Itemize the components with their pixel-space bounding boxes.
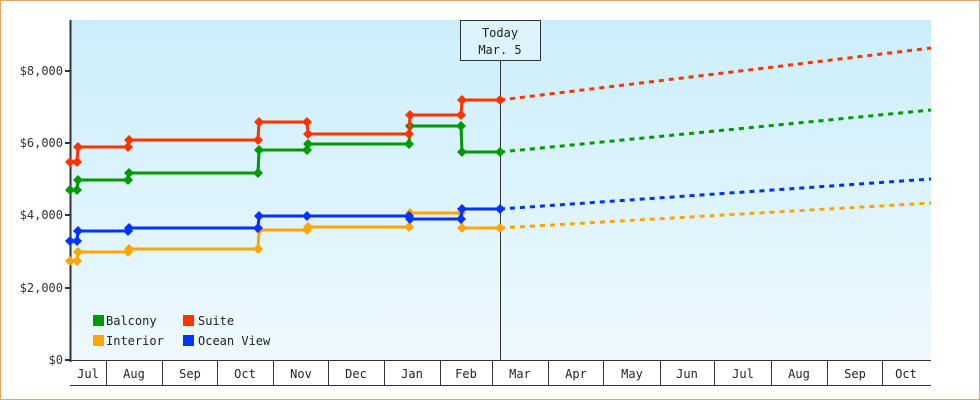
data-point[interactable] — [73, 175, 83, 185]
legend-label-interior: Interior — [106, 334, 164, 348]
data-point[interactable] — [124, 223, 134, 233]
x-tick-label: Sep — [844, 367, 866, 381]
y-tick-label: $2,000 — [20, 281, 63, 295]
legend-swatch-ocean-view — [183, 335, 194, 346]
data-point[interactable] — [254, 211, 264, 221]
x-tick-label: Jul — [77, 367, 99, 381]
forecast-line — [499, 177, 932, 211]
data-point[interactable] — [457, 204, 467, 214]
data-point[interactable] — [72, 256, 82, 266]
x-axis — [70, 360, 931, 386]
data-point[interactable] — [303, 222, 313, 232]
x-tick-label: Apr — [565, 367, 587, 381]
legend-swatch-suite — [183, 315, 194, 326]
data-point[interactable] — [124, 168, 134, 178]
data-point[interactable] — [253, 135, 263, 145]
data-point[interactable] — [457, 147, 467, 157]
history-line — [70, 98, 500, 164]
data-point[interactable] — [65, 185, 75, 195]
legend: Balcony Suite Interior Ocean View — [93, 314, 271, 348]
data-point[interactable] — [302, 117, 312, 127]
legend-label-suite: Suite — [198, 314, 234, 328]
data-point[interactable] — [124, 135, 134, 145]
data-point[interactable] — [65, 256, 75, 266]
data-point[interactable] — [65, 236, 75, 246]
x-tick-label: Jun — [676, 367, 698, 381]
legend-label-ocean-view: Ocean View — [198, 334, 271, 348]
series-balcony — [65, 108, 932, 195]
data-point[interactable] — [73, 142, 83, 152]
today-label: Today — [482, 26, 518, 40]
y-tick-label: $6,000 — [20, 136, 63, 150]
data-point[interactable] — [254, 145, 264, 155]
data-point[interactable] — [123, 142, 133, 152]
forecast-line — [499, 46, 932, 102]
data-point[interactable] — [302, 211, 312, 221]
data-point[interactable] — [457, 223, 467, 233]
legend-label-balcony: Balcony — [106, 314, 157, 328]
data-point[interactable] — [495, 147, 505, 157]
today-callout — [460, 20, 541, 61]
data-point[interactable] — [303, 139, 313, 149]
today-date: Mar. 5 — [478, 43, 521, 57]
data-point[interactable] — [495, 95, 505, 105]
data-point[interactable] — [254, 117, 264, 127]
series-suite — [65, 46, 932, 167]
x-tick-label: Jan — [401, 367, 423, 381]
x-tick-label: Sep — [179, 367, 201, 381]
forecast-line — [499, 201, 932, 230]
data-point[interactable] — [72, 185, 82, 195]
data-point[interactable] — [65, 157, 75, 167]
x-tick-label: Nov — [290, 367, 312, 381]
data-point[interactable] — [456, 214, 466, 224]
data-point[interactable] — [495, 204, 505, 214]
data-point[interactable] — [73, 247, 83, 257]
data-point[interactable] — [253, 244, 263, 254]
series-layer — [65, 46, 932, 266]
history-line — [70, 211, 500, 263]
data-point[interactable] — [72, 236, 82, 246]
x-tick-label: Oct — [234, 367, 256, 381]
x-tick-label: Oct — [895, 367, 917, 381]
data-point[interactable] — [404, 222, 414, 232]
data-point[interactable] — [404, 139, 414, 149]
legend-swatch-interior — [93, 335, 104, 346]
x-tick-label: Mar — [509, 367, 531, 381]
y-tick-label: $0 — [49, 353, 63, 367]
x-tick-label: Feb — [455, 367, 477, 381]
y-tick-label: $8,000 — [20, 64, 63, 78]
forecast-line — [499, 108, 932, 154]
x-tick-label: Aug — [788, 367, 810, 381]
data-point[interactable] — [123, 175, 133, 185]
x-tick-label: Dec — [345, 367, 367, 381]
data-point[interactable] — [456, 110, 466, 120]
x-tick-label: Jul — [732, 367, 754, 381]
data-point[interactable] — [405, 110, 415, 120]
series-ocean — [65, 177, 932, 246]
legend-swatch-balcony — [93, 315, 104, 326]
data-point[interactable] — [404, 129, 414, 139]
x-tick-label: May — [621, 367, 643, 381]
data-point[interactable] — [124, 244, 134, 254]
history-line — [70, 124, 500, 192]
data-point[interactable] — [456, 121, 466, 131]
data-point[interactable] — [253, 223, 263, 233]
data-point[interactable] — [303, 129, 313, 139]
y-tick-label: $4,000 — [20, 208, 63, 222]
data-point[interactable] — [73, 226, 83, 236]
data-point[interactable] — [253, 168, 263, 178]
data-point[interactable] — [457, 95, 467, 105]
x-tick-label: Aug — [123, 367, 145, 381]
data-point[interactable] — [495, 223, 505, 233]
data-point[interactable] — [405, 214, 415, 224]
data-point[interactable] — [72, 157, 82, 167]
